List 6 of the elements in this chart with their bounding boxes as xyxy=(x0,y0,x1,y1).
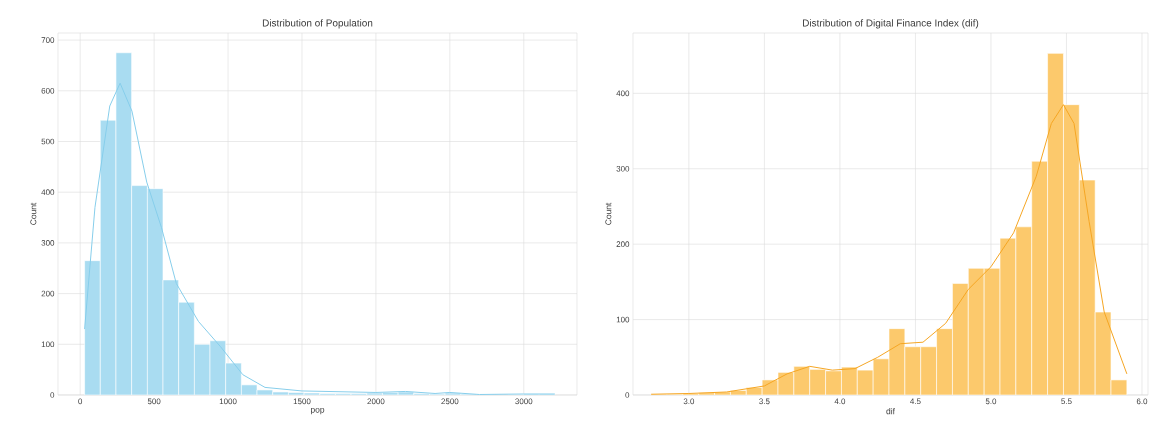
x-axis-title: pop xyxy=(310,408,325,415)
chart-title: Distribution of Population xyxy=(262,19,373,29)
y-axis-title: Count xyxy=(605,202,612,225)
y-axis-title: Count xyxy=(30,202,37,225)
x-axis-title: dif xyxy=(886,408,895,415)
chart-title: Distribution of Digital Finance Index (dif) xyxy=(803,19,979,29)
